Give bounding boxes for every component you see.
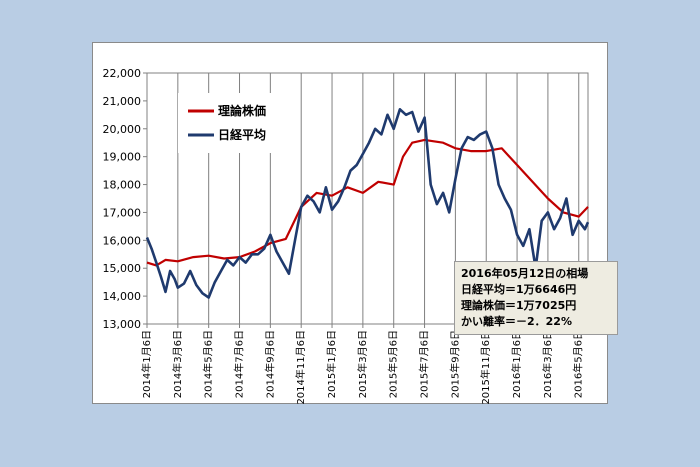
- line-chart: 2014年1月6日 2014年3月6日 2014年5月6日 2014年7月6日 2014…: [103, 67, 590, 405]
- y-tick-label: 16,000: [103, 234, 142, 247]
- series-line-theoretical: [146, 138, 589, 267]
- y-tick-label: 15,000: [103, 262, 142, 275]
- legend-box: [178, 93, 296, 153]
- annotation-date-line: 2016年05月12日の相場: [461, 267, 589, 280]
- x-tick-label: 2016年1月6日: [510, 330, 523, 398]
- x-tick-label: 2016年3月6日: [541, 330, 554, 398]
- annotation-nikkei-line: 日経平均＝1万6646円: [461, 283, 577, 296]
- y-tick-label: 19,000: [103, 151, 142, 164]
- annotation-theoretical-line: 理論株価＝1万7025円: [461, 299, 577, 312]
- x-tick-label: 2014年1月6日: [140, 330, 153, 398]
- y-tick-label: 21,000: [103, 95, 142, 108]
- y-tick-label: 18,000: [103, 179, 142, 192]
- chart-frame: 2014年1月6日 2014年3月6日 2014年5月6日 2014年7月6日 2014…: [92, 42, 618, 405]
- x-tick-label: 2015年1月6日: [325, 330, 338, 398]
- x-tick-label: 2015年9月6日: [448, 330, 461, 398]
- x-tick-label: 2015年5月6日: [387, 330, 400, 398]
- series-line-nikkei: [145, 108, 590, 299]
- x-tick-label: 2016年5月6日: [572, 330, 585, 398]
- x-tick-label: 2014年9月6日: [263, 330, 276, 398]
- legend-label: 日経平均: [218, 127, 266, 142]
- y-tick-label: 14,000: [103, 290, 142, 303]
- x-tick-label: 2014年3月6日: [171, 330, 184, 398]
- annotation-deviation-line: かい離率＝－2．22%: [461, 315, 572, 328]
- x-tick-label: 2015年11月6日: [479, 330, 492, 405]
- annotation-box: 2016年05月12日の相場 日経平均＝1万6646円 理論株価＝1万7025円…: [454, 261, 618, 335]
- legend-label: 理論株価: [218, 103, 266, 118]
- x-tick-label: 2014年11月6日: [294, 330, 307, 405]
- y-tick-label: 20,000: [103, 123, 142, 136]
- x-tick-label: 2015年3月6日: [356, 330, 369, 398]
- y-tick-label: 22,000: [103, 67, 142, 80]
- x-tick-label: 2014年7月6日: [233, 330, 246, 398]
- x-tick-label: 2015年7月6日: [418, 330, 431, 398]
- y-tick-label: 17,000: [103, 206, 142, 219]
- y-tick-label: 13,000: [103, 318, 142, 331]
- x-tick-label: 2014年5月6日: [202, 330, 215, 398]
